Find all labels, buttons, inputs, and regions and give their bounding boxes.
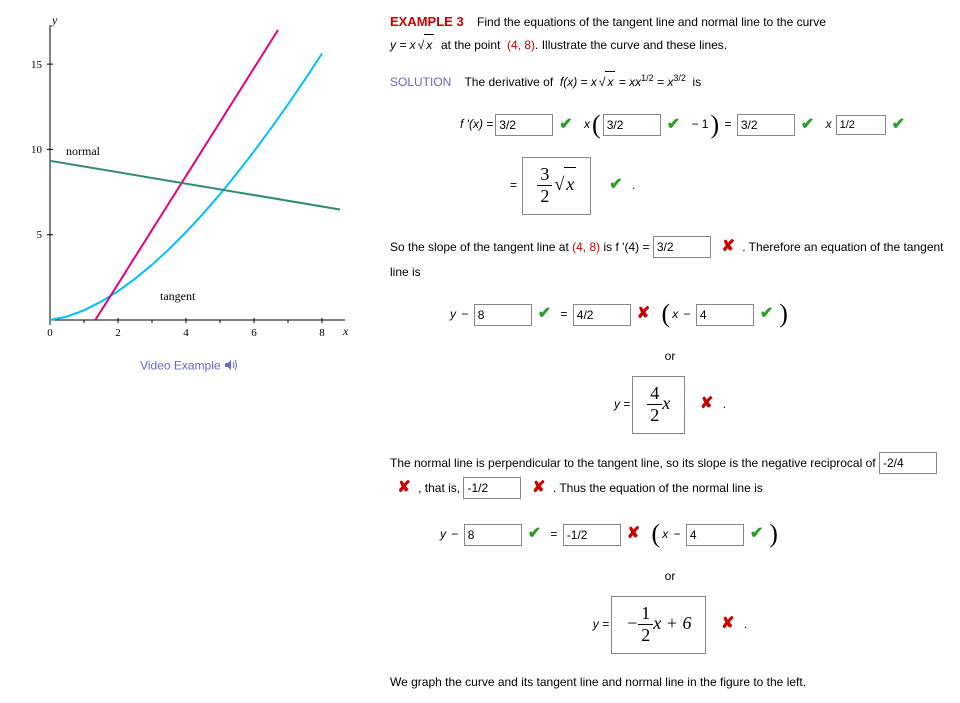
- answer-coef2[interactable]: [737, 114, 795, 136]
- curve-equation: y = xx: [390, 38, 434, 52]
- svg-text:10: 10: [31, 144, 43, 156]
- normal-equation-row: y − ✔ = ✘ (x − ✔ ): [390, 511, 950, 558]
- answer-slope[interactable]: [653, 236, 711, 258]
- minus-one: − 1: [691, 114, 708, 136]
- svg-text:normal: normal: [66, 144, 101, 158]
- check-icon: ✔: [801, 111, 814, 140]
- check-icon: ✔: [559, 111, 572, 140]
- prompt-suffix: . Illustrate the curve and these lines.: [535, 38, 727, 52]
- svg-text:tangent: tangent: [160, 289, 196, 303]
- answer-exp1[interactable]: [603, 114, 661, 136]
- cross-icon: ✘: [700, 390, 713, 419]
- slope-sentence: So the slope of the tangent line at (4, …: [390, 233, 950, 283]
- answer-neg-recip[interactable]: [463, 477, 521, 499]
- check-icon: ✔: [609, 171, 622, 200]
- svg-text:2: 2: [115, 327, 121, 339]
- video-example-link[interactable]: Video Example: [10, 358, 370, 375]
- answer-exp2[interactable]: [836, 115, 886, 135]
- audio-icon: [224, 358, 240, 375]
- normal-simplified-row: y = −12x + 6 ✘ .: [390, 596, 950, 654]
- answer-recip[interactable]: [879, 452, 937, 474]
- answer-formula-simplified[interactable]: 32x: [522, 157, 591, 215]
- svg-text:x: x: [342, 324, 349, 338]
- example-label: EXAMPLE 3: [390, 14, 464, 29]
- point-value: (4, 8): [507, 38, 535, 52]
- cross-icon: ✘: [637, 300, 650, 329]
- prompt-text-1: Find the equations of the tangent line a…: [477, 15, 826, 29]
- svg-text:6: 6: [251, 327, 257, 339]
- solution-label: SOLUTION: [390, 75, 451, 89]
- answer-tan-x[interactable]: [696, 304, 754, 326]
- answer-norm-slope[interactable]: [563, 524, 621, 546]
- solution-line: SOLUTION The derivative of f(x) = xx = x…: [390, 70, 950, 94]
- svg-text:8: 8: [319, 327, 325, 339]
- answer-norm-y[interactable]: [464, 524, 522, 546]
- check-icon: ✔: [528, 520, 541, 549]
- normal-sentence: The normal line is perpendicular to the …: [390, 452, 950, 503]
- cross-icon: ✘: [532, 479, 545, 496]
- video-example-label: Video Example: [140, 359, 221, 373]
- check-icon: ✔: [667, 111, 680, 140]
- tangent-normal-graph: 0 2 4 6 8 5 10: [10, 10, 350, 350]
- cross-icon: ✘: [627, 520, 640, 549]
- tangent-equation-row: y − ✔ = ✘ (x − ✔ ): [390, 291, 950, 338]
- prompt-point-prefix: at the point: [441, 38, 500, 52]
- cross-icon: ✘: [721, 238, 734, 255]
- check-icon: ✔: [892, 111, 905, 140]
- svg-text:y: y: [51, 13, 58, 27]
- fprime-row-1: f '(x) = ✔ x( ✔ − 1) = ✔ x ✔: [390, 102, 950, 149]
- svg-text:5: 5: [37, 229, 43, 241]
- answer-tan-slope[interactable]: [573, 304, 631, 326]
- answer-coef1[interactable]: [495, 114, 553, 136]
- cross-icon: ✘: [397, 479, 410, 496]
- cross-icon: ✘: [721, 610, 734, 639]
- example-heading: EXAMPLE 3 Find the equations of the tang…: [390, 10, 950, 56]
- answer-norm-x[interactable]: [686, 524, 744, 546]
- check-icon: ✔: [538, 300, 551, 329]
- check-icon: ✔: [760, 300, 773, 329]
- tangent-simplified-row: y = 42x ✘ .: [390, 376, 950, 434]
- fprime-label: f '(x) =: [460, 114, 493, 136]
- svg-text:4: 4: [183, 327, 189, 339]
- check-icon: ✔: [750, 520, 763, 549]
- final-sentence: We graph the curve and its tangent line …: [390, 672, 950, 694]
- content-panel: EXAMPLE 3 Find the equations of the tang…: [370, 10, 950, 693]
- or-1: or: [390, 346, 950, 368]
- svg-text:0: 0: [47, 327, 53, 339]
- derivative-intro: The derivative of f(x) = xx = xx1/2 = x3…: [464, 75, 701, 89]
- svg-text:15: 15: [31, 59, 43, 71]
- answer-normal-simplified[interactable]: −12x + 6: [611, 596, 706, 654]
- answer-tan-y[interactable]: [474, 304, 532, 326]
- fprime-row-2: = 32x ✔ .: [390, 157, 950, 215]
- graph-panel: 0 2 4 6 8 5 10: [10, 10, 370, 693]
- answer-tangent-simplified[interactable]: 42x: [632, 376, 685, 434]
- or-2: or: [390, 566, 950, 588]
